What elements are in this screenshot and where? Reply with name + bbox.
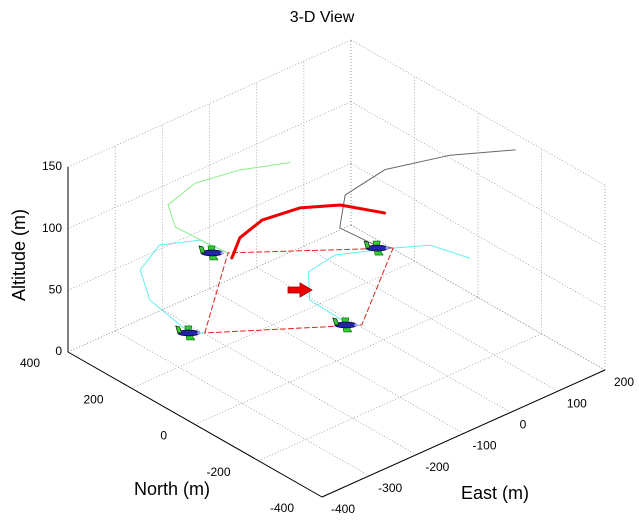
y-tick-label: -400 — [270, 501, 294, 515]
grid-line — [350, 162, 606, 309]
aircraft — [175, 325, 201, 341]
x-tick-label: 100 — [567, 396, 587, 410]
y-tick-label: 0 — [160, 429, 167, 443]
trajectory — [230, 203, 387, 260]
aircraft-nose — [354, 323, 358, 327]
plot-area — [139, 149, 516, 334]
grid-line — [350, 39, 606, 186]
y-tick-label: 200 — [83, 392, 103, 406]
grid-line — [350, 224, 606, 371]
y-tick-label: -200 — [206, 465, 230, 479]
grid-line — [67, 224, 352, 353]
x-tick-label: -400 — [331, 502, 355, 516]
aircraft-tail — [332, 317, 340, 326]
x-tick-label: 200 — [614, 375, 634, 389]
aircraft-tail — [175, 325, 183, 334]
aircraft-tail — [363, 240, 371, 249]
trajectory — [339, 149, 516, 249]
grid-line — [350, 101, 606, 248]
aircraft-nose — [385, 246, 389, 250]
z-tick-label: 50 — [49, 283, 63, 297]
aircraft-layer — [175, 240, 389, 341]
x-tick-label: -200 — [425, 460, 449, 474]
grid-line — [67, 101, 352, 230]
grid-line — [194, 297, 479, 425]
grid-line — [303, 245, 559, 392]
x-axis-label: East (m) — [461, 483, 529, 503]
formation-line — [204, 247, 394, 334]
x-tick-label: -300 — [378, 481, 402, 495]
aircraft-nose — [220, 251, 224, 255]
y-axis-label: North (m) — [134, 479, 210, 499]
grid-line — [258, 333, 542, 462]
grid-line — [67, 39, 352, 168]
grid: -400 -300 -200 -100 0 100 200 -400 -200 0 200 400 0 5… — [20, 39, 634, 516]
x-tick-label: -100 — [473, 439, 497, 453]
direction-arrow — [287, 282, 313, 298]
z-tick-label: 100 — [42, 221, 62, 235]
grid-line — [67, 162, 352, 291]
x-axis-line — [321, 369, 606, 498]
aircraft-nose — [197, 331, 201, 335]
aircraft — [363, 240, 389, 256]
z-axis-label: Altitude (m) — [9, 209, 29, 301]
z-tick-label: 150 — [42, 159, 62, 173]
trajectory — [167, 162, 291, 254]
grid-line — [162, 309, 417, 456]
x-tick-label: 0 — [520, 418, 527, 432]
z-tick-label: 0 — [55, 344, 62, 358]
aircraft — [198, 245, 224, 261]
grid-line — [114, 330, 370, 477]
y-axis-line — [67, 351, 323, 498]
grid-line — [209, 288, 464, 434]
grid-line — [131, 260, 415, 389]
chart-title: 3-D View — [290, 9, 355, 26]
aircraft — [332, 317, 358, 333]
y-tick-label: 400 — [20, 356, 40, 370]
aircraft-tail — [198, 245, 206, 254]
